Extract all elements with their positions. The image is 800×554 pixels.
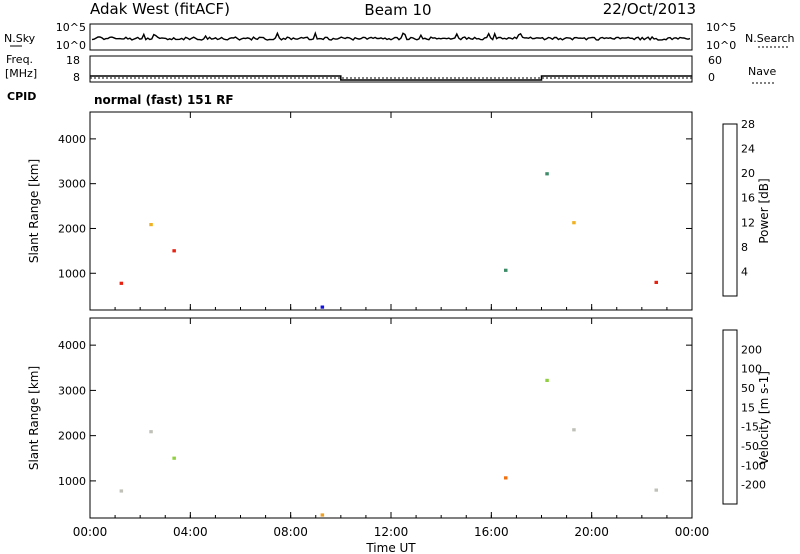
y-tick-label: 2000 [58,430,86,443]
freq-label-line2: [MHz] [5,67,37,80]
noise-sky-trace [91,31,691,41]
colorbar-tick-label: 24 [741,143,755,156]
power-cell [654,280,658,284]
colorbar-tick-label: 16 [741,192,755,205]
y-tick-label: 1000 [58,267,86,280]
power-cell [320,305,325,309]
x-tick-label: 00:00 [675,525,710,539]
noise-left-label: N.Sky [4,32,36,45]
power-echo-cells [119,172,658,309]
y-tick-label: 3000 [58,178,86,191]
beam-title: Beam 10 [364,1,431,19]
velocity-cell [320,513,325,517]
velocity-ylabel: Slant Range [km] [27,366,41,470]
x-tick-label: 20:00 [574,525,609,539]
velocity-cell [119,489,124,493]
time-axis: 00:00 04:00 08:00 12:00 16:00 20:00 00:00 [73,112,710,539]
cpid-label: CPID [7,90,36,103]
noise-left-tick-low: 10^0 [56,39,86,52]
freq-label-line1: Freq. [6,53,33,66]
y-tick-label: 2000 [58,222,86,235]
y-tick-label: 4000 [58,133,86,146]
colorbar-tick-label: 28 [741,118,755,131]
noise-panel: N.Sky 10^5 10^0 10^5 10^0 N.Search [4,21,795,52]
x-tick-label: 08:00 [273,525,308,539]
velocity-cell [149,430,153,434]
nave-label: Nave [748,65,776,78]
colorbar-tick-label: -15 [741,421,759,434]
velocity-cell [172,456,176,460]
velocity-cell [654,488,658,492]
y-tick-label: 3000 [58,384,86,397]
velocity-cell [504,476,508,480]
colorbar-tick-label: 50 [741,382,755,395]
power-y-axis: 1000 2000 3000 4000 [58,133,692,280]
power-colorbar: 4 8 12 16 20 24 28 [722,118,755,297]
colorbar-tick-label: -50 [741,440,759,453]
power-colorbar-label: Power [dB] [757,178,771,243]
y-tick-label: 4000 [58,339,86,352]
noise-right-tick-low: 10^0 [706,39,736,52]
power-cell [504,268,508,272]
frequency-panel: Freq. [MHz] 18 8 60 0 Nave [5,53,776,84]
velocity-colorbar: 200 100 50 15 -15 -50 -100 -200 [722,329,766,505]
cpid-text: normal (fast) 151 RF [94,93,234,107]
colorbar-tick-label: 4 [741,265,748,278]
freq-tick-low: 8 [73,71,80,84]
colorbar-tick-label: 100 [741,363,762,376]
colorbar-tick-label: 20 [741,167,755,180]
colorbar-tick-label: 12 [741,216,755,229]
colorbar-tick-label: 8 [741,241,748,254]
x-tick-label: 16:00 [474,525,509,539]
colorbar-tick-label: -200 [741,479,766,492]
noise-left-tick-high: 10^5 [56,21,86,34]
power-cell [572,221,576,225]
power-cell [545,172,549,176]
velocity-y-axis: 1000 2000 3000 4000 [58,339,692,488]
date-title: 22/Oct/2013 [603,0,696,18]
velocity-colorbar-label: Velocity [m s-1] [757,371,771,465]
x-tick-label: 04:00 [173,525,208,539]
power-ylabel: Slant Range [km] [27,159,41,263]
colorbar-tick-label: 200 [741,343,762,356]
noise-right-tick-high: 10^5 [706,21,736,34]
time-axis-label: Time UT [365,541,416,554]
nave-tick-low: 0 [708,71,715,84]
power-cell [172,249,176,253]
y-tick-label: 1000 [58,475,86,488]
frequency-line [90,75,692,81]
power-cell [149,223,153,227]
power-cell [119,281,124,285]
power-panel: 1000 2000 3000 4000 Slant Range [km] 4 8 12 16… [27,111,771,311]
velocity-echo-cells [119,378,658,517]
velocity-cell [545,378,549,382]
velocity-cell [572,428,576,432]
noise-sky-line [91,31,691,41]
nave-tick-high: 60 [708,54,722,67]
colorbar-frame [722,123,738,297]
x-tick-label: 12:00 [374,525,409,539]
noise-right-label: N.Search [745,32,795,45]
freq-tick-high: 18 [66,54,80,67]
colorbar-tick-label: 15 [741,401,755,414]
colorbar-frame [722,329,738,505]
station-title: Adak West (fitACF) [90,0,230,18]
velocity-panel: 1000 2000 3000 4000 Slant Range [km] 200 100… [27,317,771,519]
x-tick-label: 00:00 [73,525,108,539]
colorbar-tick-label: -100 [741,459,766,472]
